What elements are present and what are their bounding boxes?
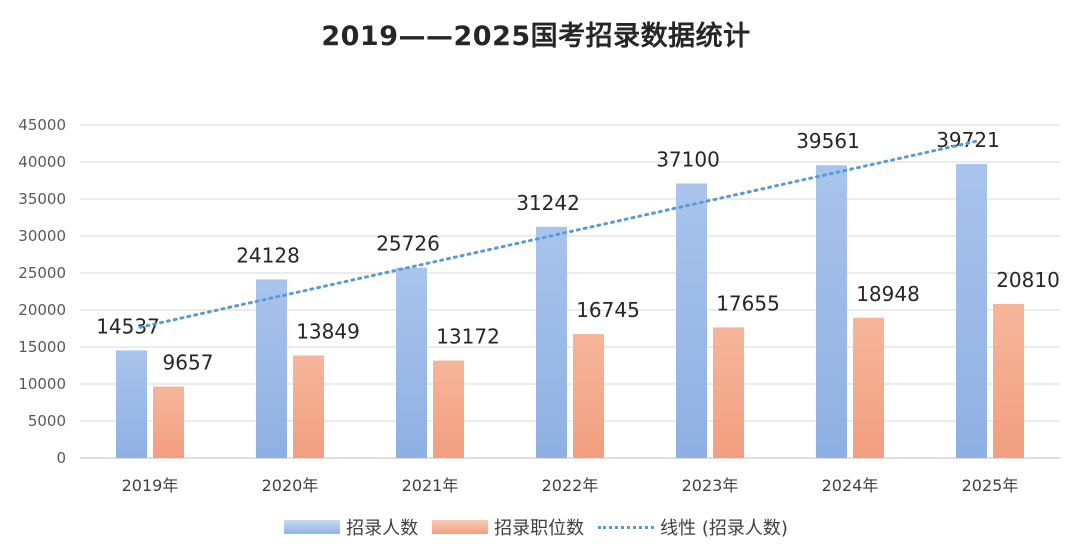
data-label: 13172 (436, 325, 500, 349)
x-tick-label: 2021年 (402, 476, 459, 495)
y-tick-label: 5000 (28, 412, 66, 430)
data-label: 17655 (716, 291, 780, 315)
bar (853, 317, 884, 458)
bar (153, 386, 184, 458)
legend: 招录人数 招录职位数 线性 (招录人数) (0, 514, 1072, 540)
y-tick-label: 0 (56, 449, 66, 467)
bar (956, 164, 987, 458)
chart-title: 2019——2025国考招录数据统计 (321, 21, 751, 52)
legend-item-trendline[interactable]: 线性 (招录人数) (598, 514, 788, 540)
x-tick-label: 2023年 (682, 476, 739, 495)
y-tick-label: 10000 (18, 375, 66, 393)
y-tick-label: 35000 (18, 190, 66, 208)
y-tick-label: 15000 (18, 338, 66, 356)
legend-item-series-2[interactable]: 招录职位数 (432, 514, 584, 540)
legend-swatch-series-1 (284, 520, 341, 534)
y-tick-label: 20000 (18, 301, 66, 319)
data-label: 37100 (656, 147, 720, 171)
y-tick-label: 25000 (18, 264, 66, 282)
y-tick-label: 40000 (18, 153, 66, 171)
x-tick-label: 2024年 (822, 476, 879, 495)
trendline (138, 138, 982, 329)
legend-label-series-2: 招录职位数 (494, 518, 585, 539)
data-label: 14537 (96, 314, 160, 338)
data-label: 18948 (856, 282, 920, 306)
data-label: 24128 (236, 243, 300, 267)
bar (293, 355, 324, 458)
bar (433, 360, 464, 458)
x-tick-label: 2025年 (962, 476, 1019, 495)
bar (713, 327, 744, 458)
data-label: 39561 (796, 129, 860, 153)
x-tick-label: 2022年 (542, 476, 599, 495)
data-label: 20810 (996, 268, 1060, 292)
bar (816, 165, 847, 458)
bar (573, 334, 604, 458)
x-tick-label: 2019年 (122, 476, 179, 495)
data-label: 16745 (576, 298, 640, 322)
bar (116, 350, 147, 458)
data-label: 31242 (516, 191, 580, 215)
y-tick-label: 45000 (18, 116, 66, 134)
x-tick-label: 2020年 (262, 476, 319, 495)
y-tick-label: 30000 (18, 227, 66, 245)
bar (993, 304, 1024, 458)
legend-label-trendline: 线性 (招录人数) (660, 518, 788, 539)
legend-swatch-series-2 (432, 520, 489, 534)
bar (256, 279, 287, 458)
data-label: 25726 (376, 232, 440, 256)
legend-label-series-1: 招录人数 (346, 518, 419, 539)
data-label: 9657 (163, 351, 214, 375)
bar (536, 226, 567, 458)
legend-swatch-trendline (598, 525, 655, 529)
bar (396, 267, 427, 458)
legend-item-series-1[interactable]: 招录人数 (284, 514, 418, 540)
data-label: 13849 (296, 320, 360, 344)
bar (676, 183, 707, 458)
